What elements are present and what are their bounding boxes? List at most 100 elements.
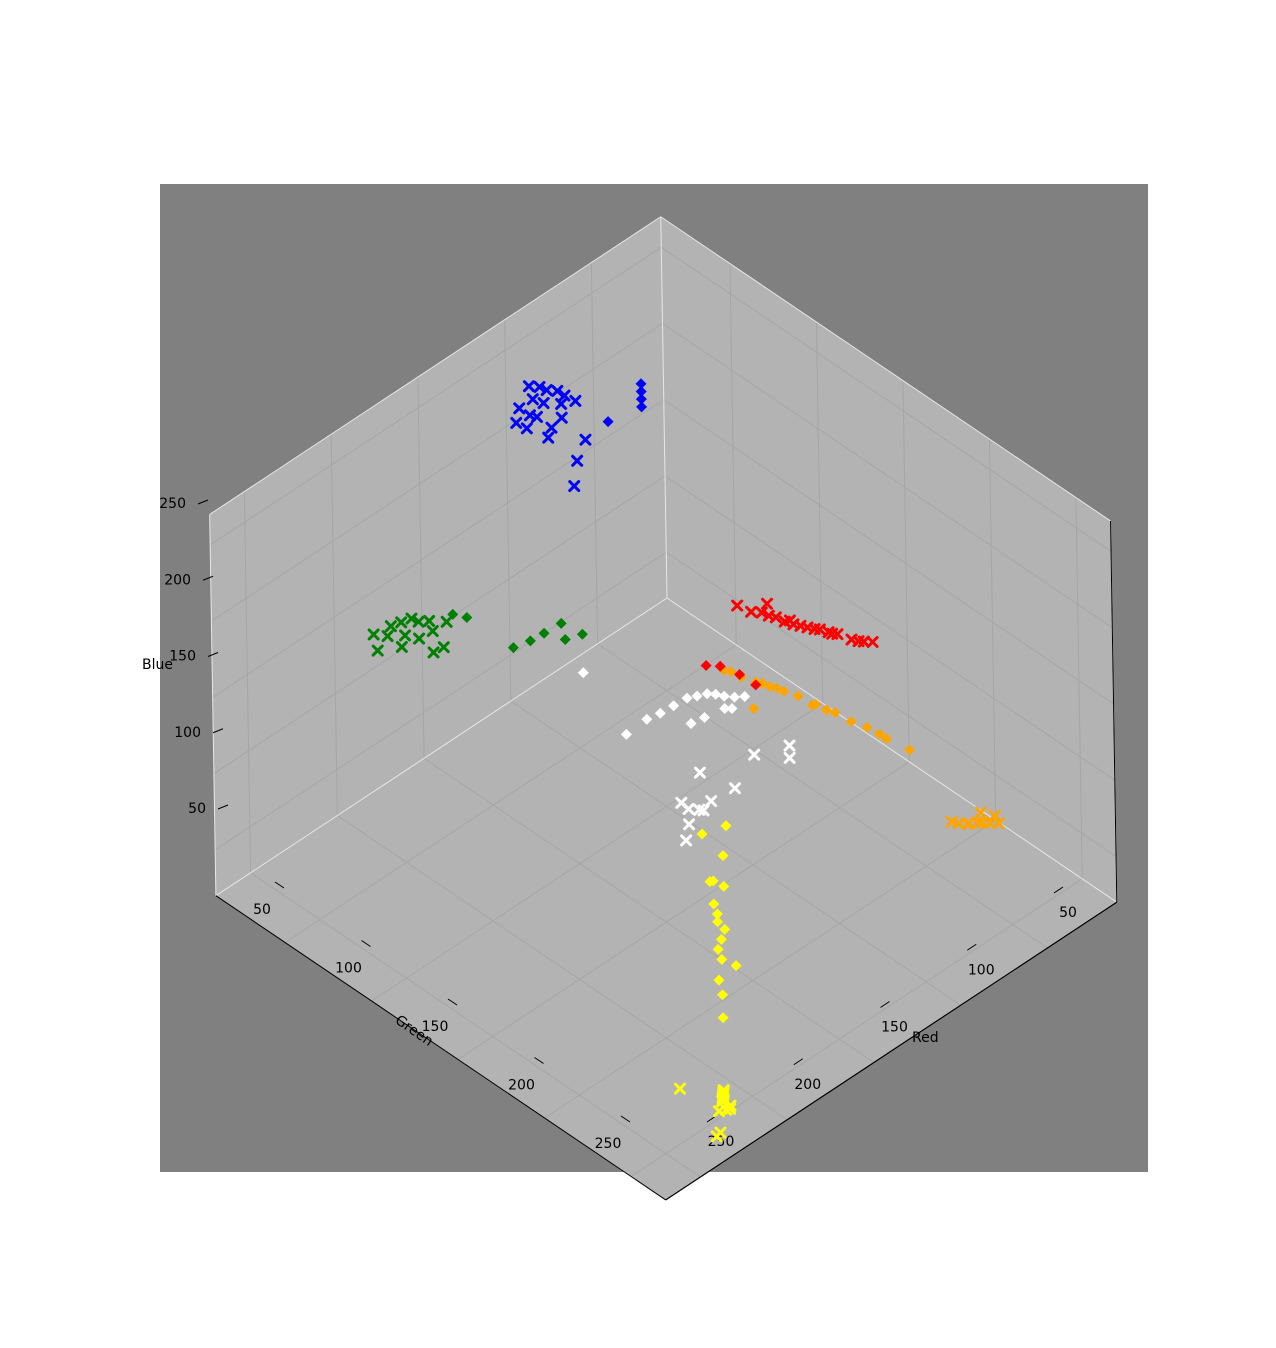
data-point-diamond [861, 721, 873, 733]
data-point-diamond [691, 690, 703, 702]
data-point-diamond [699, 712, 711, 724]
data-point-diamond [577, 667, 589, 679]
data-point-diamond [507, 642, 519, 654]
data-point-diamond [719, 703, 731, 715]
blue-tick-mark [197, 499, 209, 505]
data-point-x [437, 641, 450, 654]
grid-line-red-wall [504, 319, 512, 702]
data-point-x [762, 609, 775, 622]
data-point-diamond [726, 703, 738, 715]
grid-line-blue-right [209, 246, 662, 546]
data-point-diamond [717, 850, 729, 862]
grid-line-blue-left [663, 399, 1114, 705]
pane-edge [660, 216, 668, 599]
data-point-x [423, 614, 436, 627]
data-point-x [728, 782, 741, 795]
blue-tick-label: 150 [169, 649, 196, 665]
data-point-x [533, 380, 546, 393]
red-tick-label: 200 [794, 1077, 821, 1093]
grid-line-green-wall [1075, 497, 1083, 879]
red-tick-label: 150 [881, 1020, 908, 1036]
green-tick-label: 250 [595, 1136, 622, 1152]
grid-line-red-floor [337, 815, 788, 1121]
grid-line-green-floor [371, 702, 823, 1002]
data-point-x [395, 616, 408, 629]
green-axis-baseline [665, 901, 1118, 1201]
data-point-x [367, 628, 380, 641]
data-point-x [412, 615, 425, 628]
data-point-diamond [714, 660, 726, 672]
grid-line-green-floor [544, 819, 996, 1119]
data-point-diamond [713, 974, 725, 986]
data-point-diamond [704, 876, 716, 888]
data-point-diamond [685, 718, 697, 730]
green-tick-mark [620, 1115, 631, 1123]
data-point-x [405, 612, 418, 625]
data-point-x [945, 815, 958, 828]
data-point-diamond [820, 704, 832, 716]
green-tick-label: 150 [422, 1019, 449, 1035]
data-point-x [794, 619, 807, 632]
grid-line-red-floor [597, 643, 1048, 949]
data-point-x [555, 397, 568, 410]
green-tick-mark [361, 940, 371, 947]
green-tick-mark [447, 998, 458, 1006]
data-point-x [988, 809, 1001, 822]
data-point-x [961, 817, 974, 830]
grid-line-green-wall [815, 322, 824, 704]
data-point-x [426, 625, 439, 638]
x-axis-label: Red [912, 1030, 939, 1046]
data-point-x [693, 766, 706, 779]
data-point-x [522, 380, 535, 393]
data-point-x [579, 433, 592, 446]
data-point-diamond [739, 691, 751, 702]
red-tick-mark [793, 1058, 804, 1066]
data-point-x [783, 739, 796, 752]
red-tick-mark [880, 1001, 890, 1008]
data-point-x [866, 636, 879, 648]
grid-line-blue-left [664, 475, 1116, 781]
pane-edge [209, 216, 662, 515]
data-point-x [413, 632, 426, 645]
data-point-diamond [700, 659, 712, 671]
data-point-diamond [668, 700, 680, 712]
data-point-x [537, 397, 550, 410]
data-point-diamond [712, 943, 724, 955]
data-point-x [992, 817, 1005, 830]
data-point-diamond [729, 691, 740, 703]
data-point-diamond [718, 880, 730, 892]
data-point-diamond [559, 634, 571, 646]
green-tick-label: 100 [335, 961, 362, 977]
data-point-x [551, 384, 564, 397]
data-point-x [755, 606, 768, 619]
data-point-diamond [771, 682, 783, 694]
grid-line-blue-right [212, 399, 665, 698]
data-point-diamond [576, 628, 588, 640]
data-point-diamond [711, 908, 723, 920]
data-point-x [673, 1082, 686, 1095]
grid-line-blue-left [662, 323, 1113, 629]
data-point-diamond [715, 933, 727, 945]
data-point-x [761, 597, 773, 610]
pane-edge [666, 597, 1118, 903]
data-point-diamond [710, 688, 722, 700]
data-point-diamond [712, 916, 724, 928]
blue-tick-label: 50 [188, 801, 206, 817]
data-point-x [540, 384, 553, 397]
data-point-diamond [717, 1012, 729, 1024]
data-point-diamond [716, 953, 728, 965]
data-point-x [520, 422, 533, 435]
blue-tick-label: 100 [174, 725, 201, 741]
blue-tick-label: 250 [159, 496, 186, 512]
data-point-x [545, 421, 558, 434]
data-point-x [826, 627, 839, 640]
pane-edge [660, 216, 1111, 522]
data-point-x [395, 640, 408, 653]
grid-line-green-wall [729, 263, 737, 645]
data-point-diamond [734, 668, 746, 680]
data-point-diamond [447, 608, 459, 620]
data-point-x [384, 620, 397, 633]
data-point-diamond [602, 416, 614, 428]
grid-line-red-wall [330, 434, 338, 816]
